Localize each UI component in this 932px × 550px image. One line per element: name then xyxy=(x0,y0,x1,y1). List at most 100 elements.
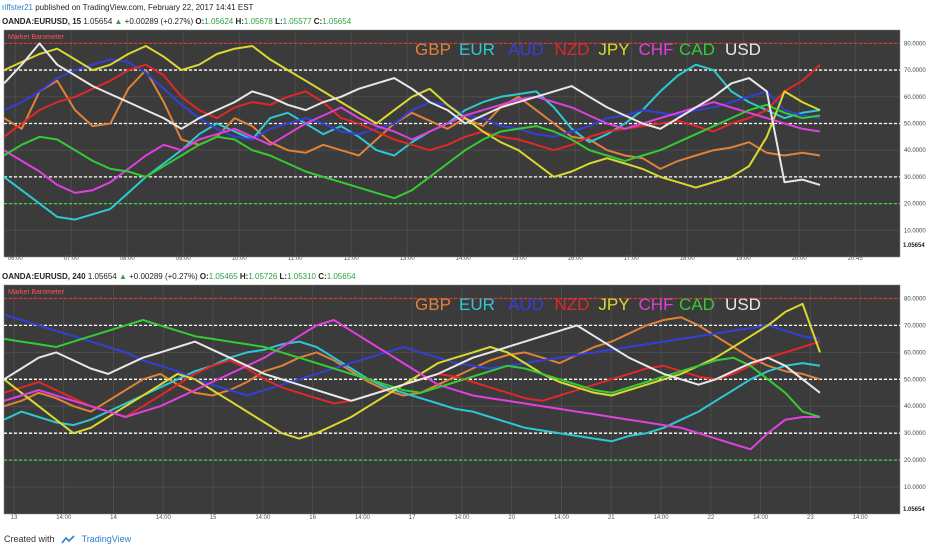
panel1-symbol-line: OANDA:EURUSD, 15 1.05654 ▲ +0.00289 (+0.… xyxy=(2,17,351,26)
series-line-eur xyxy=(3,63,821,221)
x-tick-label: 15 xyxy=(210,515,217,521)
x-tick-label: 14:00 xyxy=(753,515,769,521)
x-tick-label: 15:00 xyxy=(512,256,528,262)
high-label: H: xyxy=(235,17,244,26)
x-tick-label: 13:00 xyxy=(400,256,416,262)
x-tick-label: 16:00 xyxy=(568,256,584,262)
panel2-close: 1.05654 xyxy=(326,272,356,281)
market-barometer-chart-4h[interactable]: 13 14:00 14 14:00 15 14:00 16 14:00 17 14:00 20 14:… xyxy=(0,283,932,528)
price-tag: 1.05654 xyxy=(903,507,925,513)
price-tag: 1.05654 xyxy=(903,243,925,249)
x-tick-label: 14:00 xyxy=(853,515,869,521)
series-line-chf xyxy=(3,95,821,194)
y-tick-label: 50.0000 xyxy=(904,377,926,383)
legend-entry-cad: CAD xyxy=(679,40,715,59)
panel1-high: 1.05678 xyxy=(243,17,273,26)
publisher-name[interactable]: riffster21 xyxy=(2,3,33,12)
x-tick-label: 14:00 xyxy=(156,515,172,521)
panel2-last: 1.05654 xyxy=(87,272,117,281)
series-line-cad xyxy=(3,319,821,418)
close-label: C: xyxy=(318,272,327,281)
panel2-symbol[interactable]: OANDA:EURUSD, 240 xyxy=(2,272,86,281)
publisher-line: riffster21 published on TradingView.com,… xyxy=(2,3,253,12)
series-line-usd xyxy=(3,324,821,402)
x-tick-label: 14:00 xyxy=(456,256,472,262)
tradingview-link[interactable]: TradingView xyxy=(81,534,132,544)
y-tick-label: 20.0000 xyxy=(904,202,926,208)
legend-entry-chf: CHF xyxy=(639,295,674,314)
x-tick-label: 14 xyxy=(110,515,117,521)
panel2-low: 1.05310 xyxy=(287,272,316,281)
x-tick-label: 17 xyxy=(409,515,416,521)
panel2-symbol-line: OANDA:EURUSD, 240 1.05654 ▲ +0.00289 (+0… xyxy=(2,272,356,281)
panel1-open: 1.05624 xyxy=(204,17,234,26)
panel1-symbol[interactable]: OANDA:EURUSD, 15 xyxy=(2,17,82,26)
series-line-nzd xyxy=(3,63,821,152)
legend-entry-cad: CAD xyxy=(679,295,715,314)
indicator-title: Market Barometer xyxy=(8,289,65,296)
y-tick-label: 70.0000 xyxy=(904,323,926,329)
legend-entry-nzd: NZD xyxy=(555,295,590,314)
created-with-text: Created with xyxy=(4,534,55,544)
x-tick-label: 12:00 xyxy=(344,256,360,262)
y-tick-label: 60.0000 xyxy=(904,95,926,101)
legend-entry-jpy: JPY xyxy=(598,40,629,59)
series-line-jpy xyxy=(3,302,821,440)
x-tick-label: 14:00 xyxy=(454,515,470,521)
legend-entry-chf: CHF xyxy=(639,40,674,59)
x-tick-label: 10:00 xyxy=(232,256,248,262)
x-tick-label: 20:45 xyxy=(848,256,864,262)
legend-entry-aud: AUD xyxy=(508,40,544,59)
panel2-high: 1.05726 xyxy=(248,272,278,281)
x-tick-label: 23 xyxy=(807,515,814,521)
y-tick-label: 50.0000 xyxy=(904,121,926,127)
series-line-usd xyxy=(3,42,821,186)
x-tick-label: 06:00 xyxy=(8,256,24,262)
x-tick-label: 19:00 xyxy=(736,256,752,262)
x-tick-label: 17:00 xyxy=(624,256,640,262)
legend-entry-jpy: JPY xyxy=(598,295,629,314)
y-tick-label: 80.0000 xyxy=(904,296,926,302)
y-tick-label: 40.0000 xyxy=(904,148,926,154)
low-label: L: xyxy=(279,272,288,281)
series-line-chf xyxy=(3,319,820,451)
x-tick-label: 14:00 xyxy=(355,515,371,521)
legend-entry-eur: EUR xyxy=(459,295,495,314)
y-tick-label: 30.0000 xyxy=(904,175,926,181)
close-label: C: xyxy=(313,17,323,26)
y-tick-label: 20.0000 xyxy=(904,458,926,464)
panel1-low: 1.05577 xyxy=(282,17,312,26)
x-tick-label: 14:00 xyxy=(255,515,271,521)
legend-entry-eur: EUR xyxy=(459,40,495,59)
y-tick-label: 30.0000 xyxy=(904,431,926,437)
y-tick-label: 40.0000 xyxy=(904,404,926,410)
published-text: published on TradingView.com, February 2… xyxy=(35,3,254,12)
x-tick-label: 20 xyxy=(508,515,515,521)
series-line-gbp xyxy=(3,69,821,170)
tradingview-logo-icon xyxy=(61,535,75,544)
panel1-change: +0.00289 (+0.27%) xyxy=(124,17,194,26)
panel2-open: 1.05465 xyxy=(208,272,238,281)
series-line-jpy xyxy=(3,45,821,189)
up-arrow-icon: ▲ xyxy=(114,17,123,26)
legend-entry-aud: AUD xyxy=(508,295,544,314)
legend-entry-gbp: GBP xyxy=(415,295,451,314)
panel2-change: +0.00289 (+0.27%) xyxy=(129,272,198,281)
x-tick-label: 13 xyxy=(11,515,18,521)
x-tick-label: 16 xyxy=(309,515,316,521)
x-tick-label: 18:00 xyxy=(680,256,696,262)
legend-entry-usd: USD xyxy=(725,295,761,314)
open-label: O: xyxy=(195,17,205,26)
x-tick-label: 14:00 xyxy=(554,515,570,521)
low-label: L: xyxy=(275,17,283,26)
market-barometer-chart-15m[interactable]: 06:00 07:00 08:00 09:00 10:00 11:00 12:00 13:00… xyxy=(0,28,932,268)
x-tick-label: 20:00 xyxy=(792,256,808,262)
panel1-close: 1.05654 xyxy=(322,17,352,26)
up-arrow-icon: ▲ xyxy=(118,272,127,281)
y-tick-label: 60.0000 xyxy=(904,350,926,356)
x-tick-label: 14:00 xyxy=(56,515,72,521)
y-tick-label: 70.0000 xyxy=(904,68,926,74)
legend-entry-nzd: NZD xyxy=(555,40,590,59)
x-tick-label: 21 xyxy=(608,515,615,521)
indicator-title: Market Barometer xyxy=(8,34,65,41)
